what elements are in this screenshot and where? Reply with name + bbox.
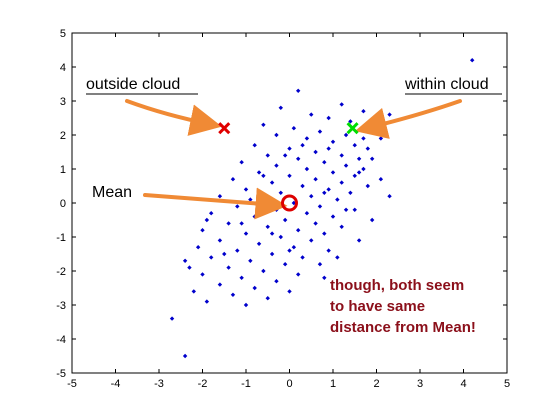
x-tick-label-8: 3 (417, 378, 423, 390)
y-tick-label-10: 5 (60, 28, 66, 40)
label-mean: Mean (92, 184, 132, 201)
x-tick-label-3: -2 (198, 378, 208, 390)
note-line-1: though, both seem (330, 277, 464, 294)
y-tick-label-6: 1 (60, 164, 66, 176)
y-tick-label-9: 4 (60, 62, 66, 74)
x-tick-label-0: -5 (67, 378, 77, 390)
label-within-cloud: within cloud (404, 76, 489, 93)
x-tick-label-1: -4 (111, 378, 121, 390)
x-tick-label-9: 4 (460, 378, 466, 390)
x-tick-label-6: 1 (330, 378, 336, 390)
note-line-2: to have same (330, 298, 425, 315)
y-tick-label-8: 3 (60, 96, 66, 108)
label-outside-cloud: outside cloud (86, 76, 180, 93)
x-tick-label-2: -3 (154, 378, 164, 390)
x-tick-label-5: 0 (286, 378, 292, 390)
x-tick-label-10: 5 (504, 378, 510, 390)
y-tick-label-7: 2 (60, 130, 66, 142)
x-tick-label-4: -1 (241, 378, 251, 390)
y-tick-label-3: -2 (56, 266, 66, 278)
x-tick-label-7: 2 (373, 378, 379, 390)
y-tick-label-5: 0 (60, 198, 66, 210)
y-tick-label-0: -5 (56, 368, 66, 380)
y-tick-label-2: -3 (56, 300, 66, 312)
y-tick-label-1: -4 (56, 334, 66, 346)
note-line-3: distance from Mean! (330, 319, 476, 336)
y-tick-label-4: -1 (56, 232, 66, 244)
